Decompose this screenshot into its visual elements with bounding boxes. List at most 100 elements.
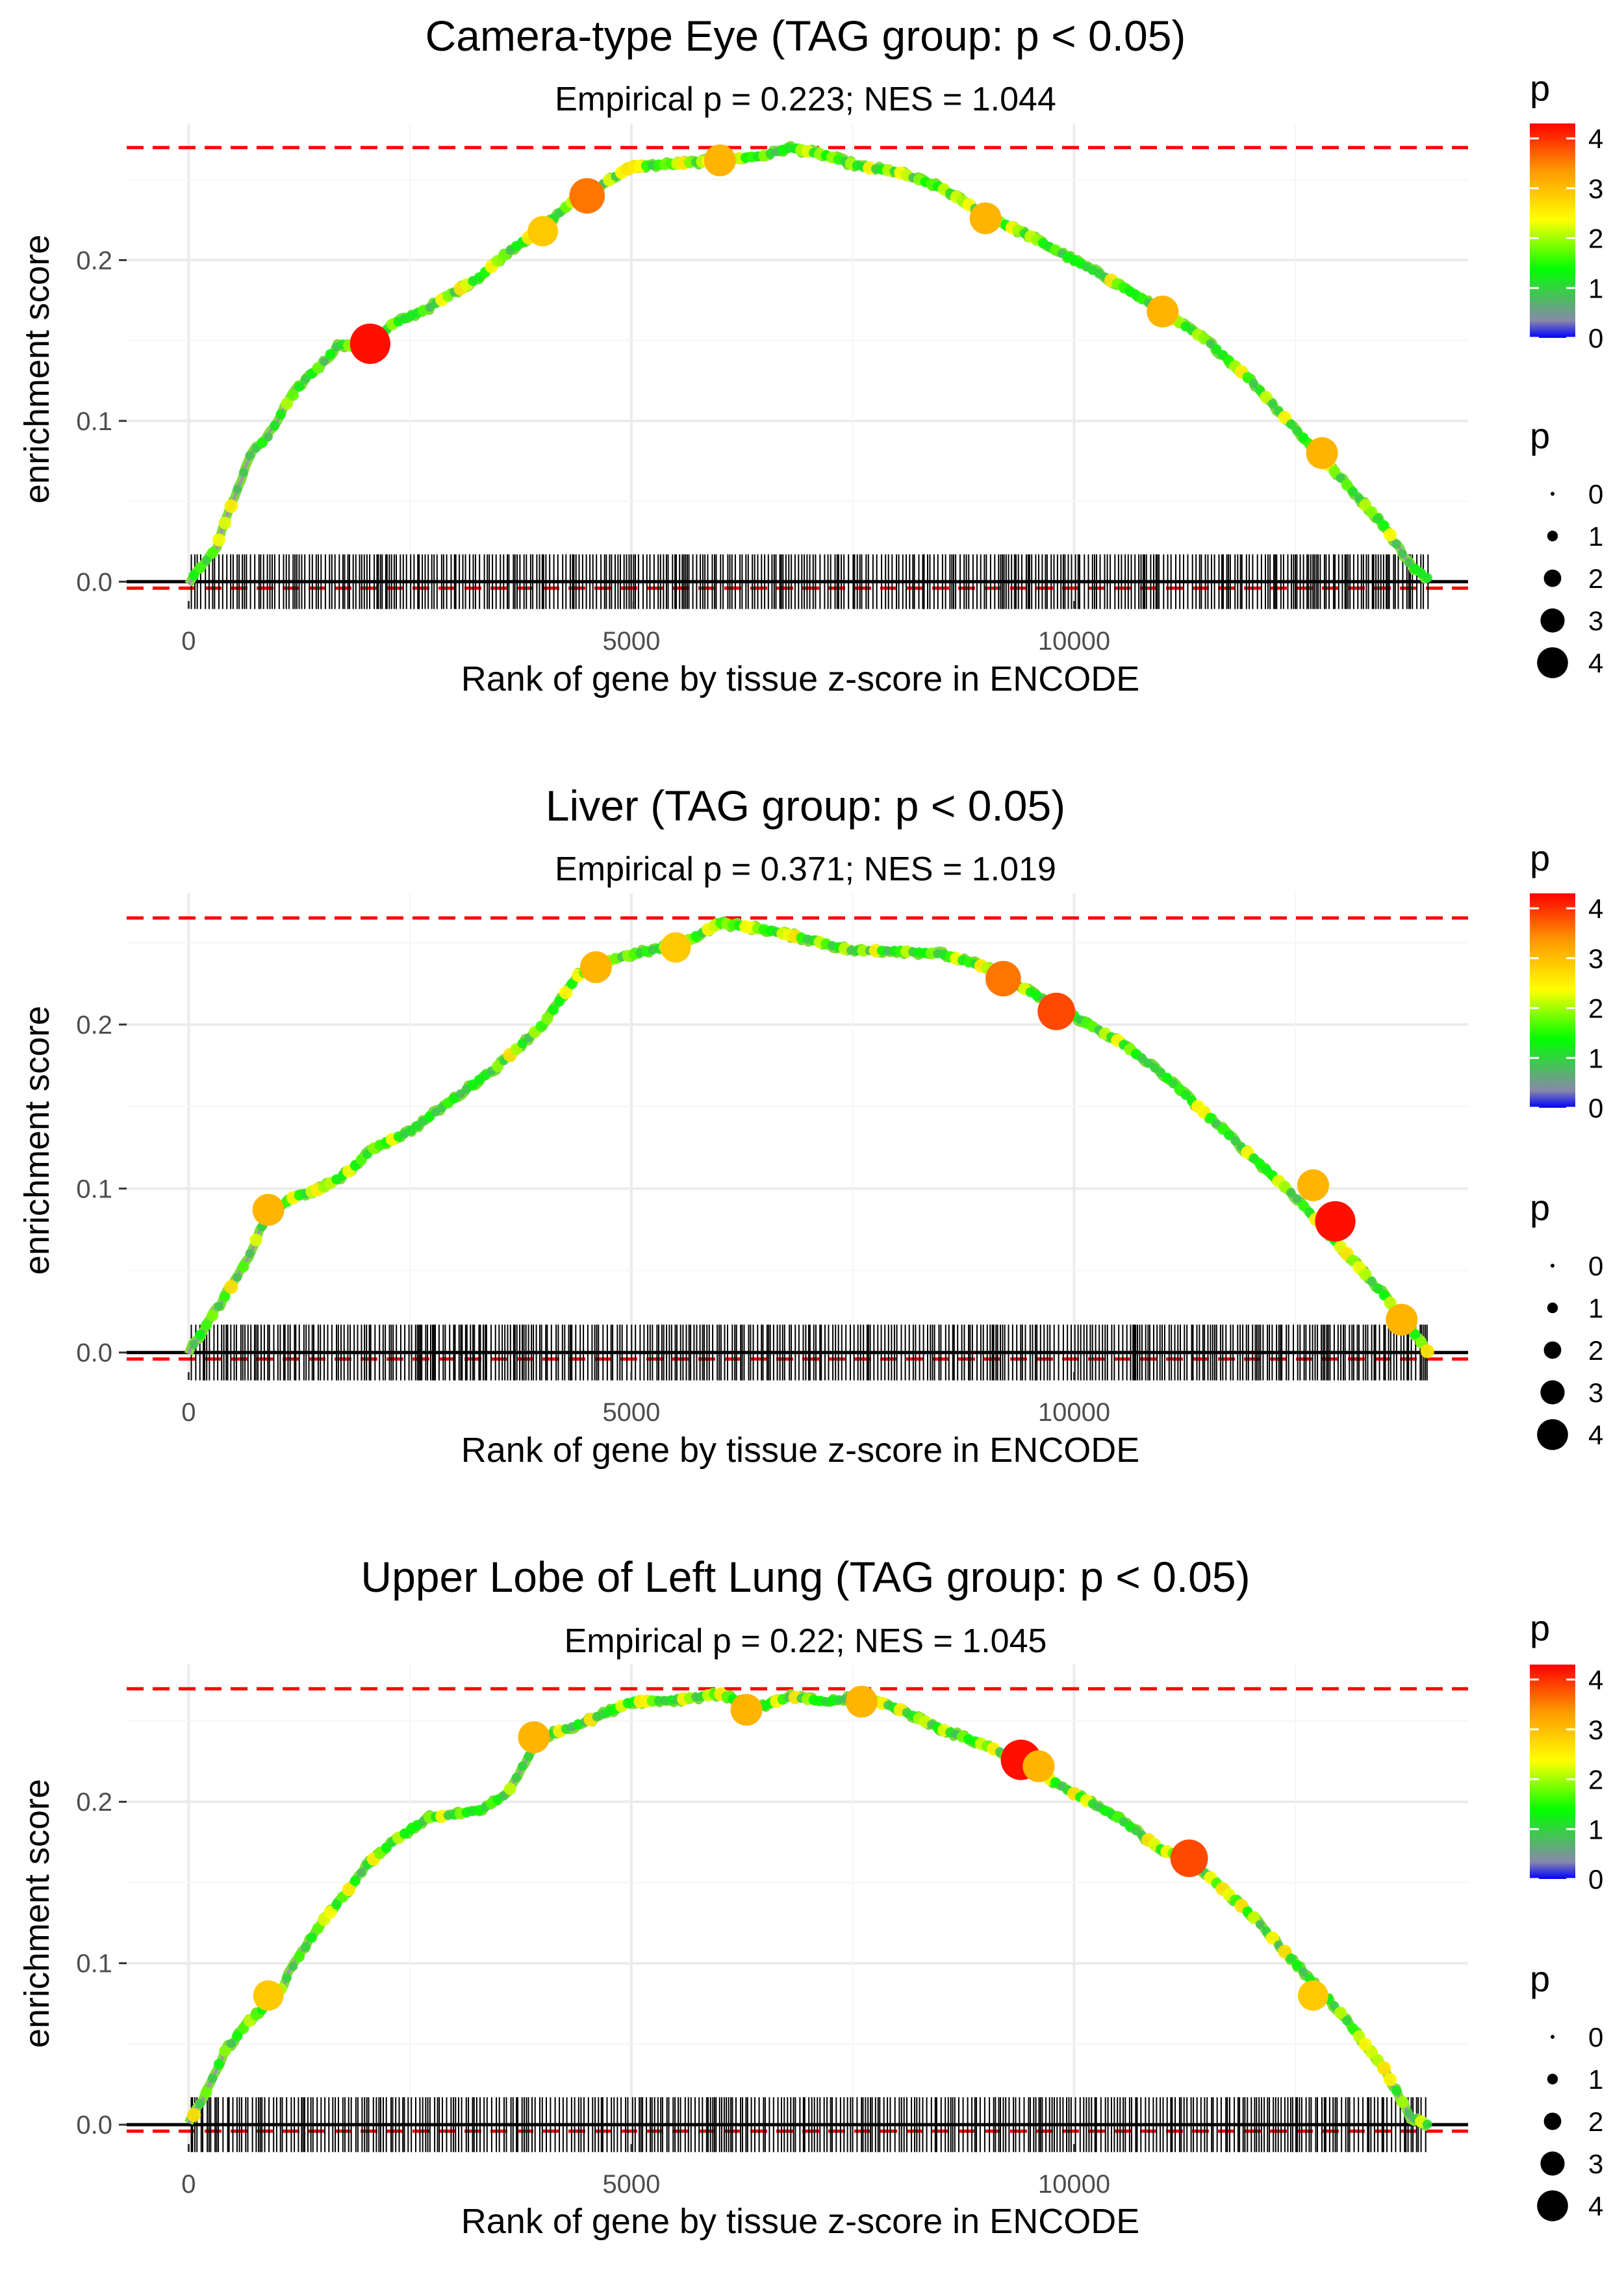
enrichment-curve [188,143,1432,584]
panel-subtitle: Empirical p = 0.223; NES = 1.044 [555,81,1056,118]
size-legend-label: 0 [1588,2022,1603,2052]
color-legend-tick-label: 3 [1588,173,1603,204]
gene-point [350,1876,361,1886]
highlight-gene-point [580,951,612,983]
gene-point [207,547,218,558]
y-tick-label: 0.2 [76,246,112,275]
color-legend-bar [1530,123,1575,338]
gene-point [301,1943,310,1952]
gene-point [1342,2016,1352,2026]
color-legend-tick-label: 4 [1588,893,1603,924]
figure: Camera-type Eye (TAG group: p < 0.05) Em… [0,0,1624,2274]
color-legend-tick-label: 0 [1588,323,1603,353]
gene-point [214,2059,224,2069]
gene-point [276,409,286,419]
gene-point [504,1783,516,1795]
color-legend-tick-label: 2 [1588,993,1603,1024]
size-legend-label: 3 [1588,1377,1603,1408]
x-tick-label: 5000 [602,2170,660,2199]
panel-title: Camera-type Eye (TAG group: p < 0.05) [425,12,1186,60]
color-legend-tick-label: 3 [1588,943,1603,974]
size-legend-dot [1540,608,1564,632]
size-legend-label: 3 [1588,606,1603,636]
x-tick-label: 0 [181,627,196,656]
gene-point [219,517,232,530]
highlight-gene-point [1315,1201,1355,1242]
y-tick-label: 0.0 [76,1339,112,1368]
y-tick-label: 0.2 [76,1011,112,1040]
size-legend-label: 1 [1588,521,1603,552]
x-axis-label: Rank of gene by tissue z-score in ENCODE [461,659,1139,698]
highlight-gene-point [1037,993,1075,1030]
x-tick-label: 0 [181,1398,196,1427]
x-axis-label: Rank of gene by tissue z-score in ENCODE [461,1431,1139,1470]
y-axis-label: enrichment score [18,235,57,504]
size-legend-dot [1544,570,1562,587]
gene-point [294,1951,305,1962]
color-legend-tick-label: 1 [1588,273,1603,303]
size-legend-dot [1551,2035,1554,2039]
size-legend-label: 2 [1588,1335,1603,1366]
highlight-gene-point [527,216,558,246]
size-legend-title: p [1530,1958,1550,1999]
gene-point [518,1761,527,1771]
y-axis-label: enrichment score [18,1779,57,2048]
gene-point [190,1340,199,1349]
size-legend: 0 1 2 3 4 [1537,1251,1603,1450]
gridlines [127,893,1468,1372]
x-axis-label: Rank of gene by tissue z-score in ENCODE [461,2202,1139,2241]
gene-point [1423,573,1432,583]
gene-point [249,1234,262,1247]
size-legend-dot [1544,1342,1562,1359]
y-axis-label: enrichment score [18,1006,57,1275]
color-legend-bar [1530,1665,1575,1879]
gene-point [214,1301,223,1310]
enrichment-curve [188,917,1434,1358]
gene-point [1392,540,1401,549]
color-legend-title: p [1530,68,1550,109]
reference-lines [127,918,1468,1359]
gene-point [239,468,248,477]
gene-point [1423,2119,1432,2129]
panel-title: Upper Lobe of Left Lung (TAG group: p < … [361,1553,1250,1601]
size-legend-label: 2 [1588,2106,1603,2137]
color-legend-tick-label: 4 [1588,123,1603,154]
es-curve-halo [188,146,1428,584]
gene-point [233,485,242,494]
highlight-gene-point [1147,296,1178,327]
size-legend-label: 0 [1588,479,1603,509]
x-axis-ticks: 0 5000 10000 [181,2144,1110,2199]
highlight-gene-point [731,1694,763,1726]
color-legend-tick-label: 1 [1588,1814,1603,1845]
highlight-gene-point [970,203,1002,235]
y-axis-ticks: 0.0 0.1 0.2 [76,246,127,596]
highlight-gene-point [846,1686,878,1718]
y-tick-label: 0.2 [76,1788,112,1817]
gridlines [127,1665,1468,2144]
gene-point [320,357,329,366]
color-legend-tick-label: 4 [1588,1665,1603,1695]
gene-point [270,421,279,431]
size-legend-label: 4 [1588,648,1603,678]
gene-point [233,1273,242,1282]
gene-point [283,1973,292,1982]
highlight-gene-point [985,961,1021,997]
gene-point [524,1752,534,1761]
gene-point [207,1310,218,1322]
gene-point [288,1962,298,1971]
gene-point [212,533,225,546]
size-legend-label: 1 [1588,1293,1603,1323]
highlight-gene-point [1386,1304,1417,1336]
size-legend-dot [1537,2190,1568,2221]
size-legend-dot [1551,492,1554,496]
highlight-gene-point [569,178,605,214]
size-legend-label: 2 [1588,563,1603,594]
size-legend-label: 0 [1588,1251,1603,1281]
panel-camera-type-eye: Camera-type Eye (TAG group: p < 0.05) Em… [18,12,1603,698]
gene-point [288,390,299,401]
panel-subtitle: Empirical p = 0.371; NES = 1.019 [555,850,1056,888]
gene-point [224,1280,238,1294]
y-axis-ticks: 0.0 0.1 0.2 [76,1788,127,2140]
size-legend-dot [1547,531,1558,541]
gene-point [196,2099,205,2108]
